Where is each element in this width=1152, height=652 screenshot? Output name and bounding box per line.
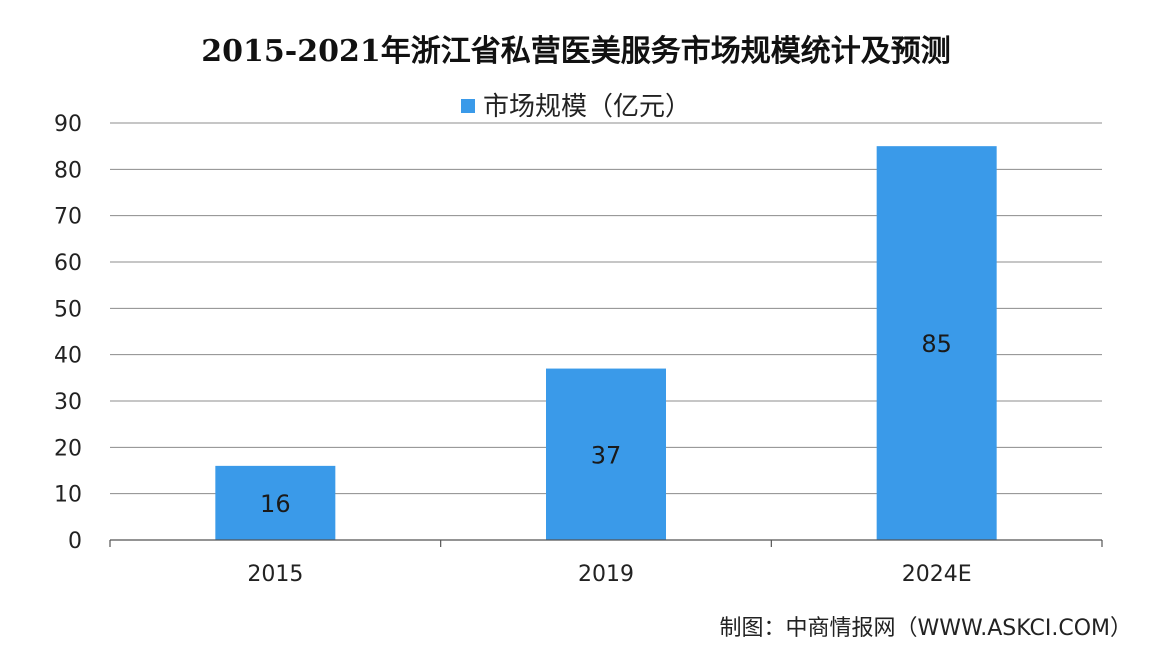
source-note: 制图：中商情报网（WWW.ASKCI.COM） <box>719 616 1132 641</box>
bar-2024E <box>876 146 997 540</box>
xtick-label-2015: 2015 <box>247 562 303 587</box>
data-label-2019: 37 <box>591 441 622 469</box>
bar-2019 <box>546 368 666 540</box>
ytick-label-0: 0 <box>68 529 82 554</box>
ytick-label-90: 90 <box>54 112 82 137</box>
bar-2015 <box>215 465 336 540</box>
ytick-label-40: 40 <box>54 344 82 369</box>
ytick-label-50: 50 <box>54 297 82 322</box>
bars <box>215 146 997 540</box>
legend-label: 市场规模（亿元） <box>482 92 691 122</box>
ytick-label-60: 60 <box>54 251 82 276</box>
legend-swatch <box>460 98 475 113</box>
xtick-label-2019: 2019 <box>578 562 634 587</box>
chart-title: 2015-2021年浙江省私营医美服务市场规模统计及预测 <box>201 34 951 69</box>
labels: 0 10 20 30 40 50 60 70 80 90 16 2015 37 2019 85 2024E <box>54 112 972 587</box>
ytick-label-30: 30 <box>54 390 82 415</box>
ytick-label-70: 70 <box>54 205 82 230</box>
ytick-label-20: 20 <box>54 436 82 461</box>
data-label-2015: 16 <box>260 490 291 518</box>
ytick-label-10: 10 <box>54 483 82 508</box>
axes <box>109 539 1103 547</box>
ytick-label-80: 80 <box>54 158 82 183</box>
data-label-2024E: 85 <box>921 330 952 358</box>
xtick-label-2024E: 2024E <box>902 562 972 587</box>
legend: 市场规模（亿元） <box>0 86 1152 123</box>
